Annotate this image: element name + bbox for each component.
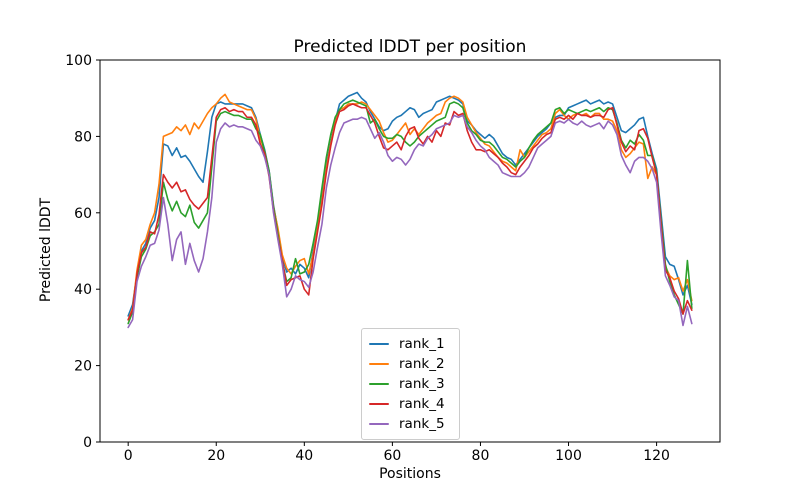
x-tick-label: 0 <box>124 448 133 464</box>
legend-entry-rank_5: rank_5 <box>369 414 452 434</box>
x-tick-label: 40 <box>295 448 313 464</box>
y-axis-label: Predicted lDDT <box>38 197 54 303</box>
legend-label: rank_3 <box>399 376 445 392</box>
y-tick-label: 80 <box>74 129 92 145</box>
chart-title: Predicted lDDT per position <box>293 37 527 57</box>
legend-label: rank_5 <box>399 416 445 432</box>
series-line-rank_1 <box>127 91 693 317</box>
axes-frame <box>99 59 721 443</box>
series-line-rank_2 <box>127 93 693 321</box>
x-tick-label: 60 <box>383 448 401 464</box>
legend-line-sample <box>369 363 389 365</box>
legend-line-sample <box>369 343 389 345</box>
series-line-rank_4 <box>127 103 693 321</box>
y-tick-label: 20 <box>74 359 92 375</box>
y-tick-label: 40 <box>74 282 92 298</box>
x-axis-label: Positions <box>379 466 441 482</box>
y-tick-label: 100 <box>65 53 92 69</box>
legend-label: rank_2 <box>399 356 445 372</box>
x-tick-label: 20 <box>207 448 225 464</box>
legend-label: rank_1 <box>399 336 445 352</box>
series-line-rank_5 <box>127 114 693 329</box>
x-tick-label: 100 <box>555 448 582 464</box>
legend-entry-rank_2: rank_2 <box>369 354 452 374</box>
legend-entry-rank_4: rank_4 <box>369 394 452 414</box>
x-tick-label: 80 <box>472 448 490 464</box>
legend-label: rank_4 <box>399 396 445 412</box>
legend-line-sample <box>369 383 389 385</box>
x-tick-label: 120 <box>643 448 670 464</box>
series-line-rank_3 <box>127 99 693 325</box>
y-tick-label: 60 <box>74 206 92 222</box>
legend: rank_1 rank_2 rank_3 rank_4 rank_5 <box>361 328 460 440</box>
y-tick-label: 0 <box>83 435 92 451</box>
legend-entry-rank_1: rank_1 <box>369 334 452 354</box>
legend-entry-rank_3: rank_3 <box>369 374 452 394</box>
legend-line-sample <box>369 403 389 405</box>
legend-line-sample <box>369 423 389 425</box>
